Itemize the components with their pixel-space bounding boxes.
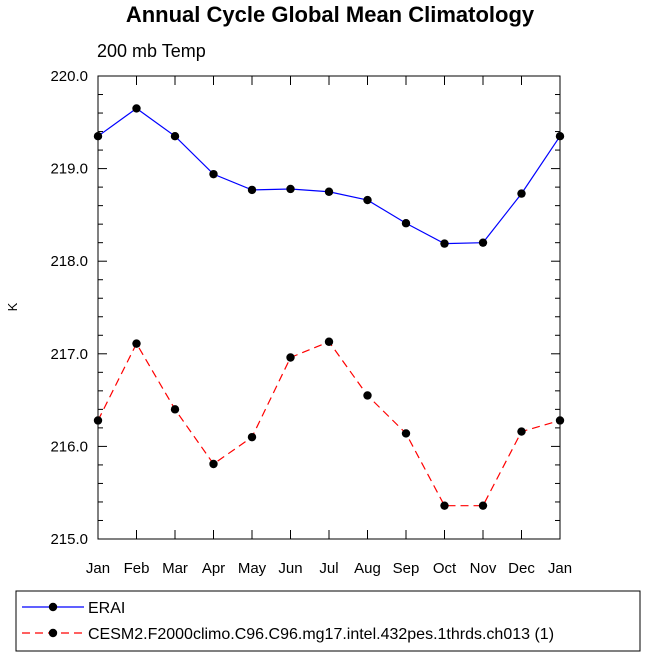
series-0-point xyxy=(478,238,488,247)
y-tick-label: 220.0 xyxy=(50,68,88,85)
series-1-point xyxy=(324,337,334,346)
legend-label-0: ERAI xyxy=(88,600,125,617)
x-tick-label: Aug xyxy=(354,560,381,577)
series-0-point xyxy=(209,169,218,179)
series-1-point xyxy=(363,391,372,400)
x-tick-label: Jul xyxy=(319,560,338,577)
series-line-0 xyxy=(97,107,561,245)
x-tick-label: Apr xyxy=(202,560,225,577)
x-tick-label: Mar xyxy=(162,560,188,577)
series-1-point xyxy=(93,416,103,425)
series-1-point xyxy=(517,427,526,436)
y-tick-label: 216.0 xyxy=(50,438,88,455)
series-1-point xyxy=(401,429,411,438)
series-0-point xyxy=(401,219,411,228)
series-1-point xyxy=(209,459,218,469)
x-tick-label: Sep xyxy=(393,560,420,577)
series-0-point xyxy=(132,104,141,113)
y-tick-label: 217.0 xyxy=(50,346,88,363)
x-tick-label: Jun xyxy=(278,560,302,577)
y-tick-label: 215.0 xyxy=(50,531,88,548)
series-0-point xyxy=(363,195,372,205)
chart-subtitle: 200 mb Temp xyxy=(97,41,206,61)
series-line-1 xyxy=(97,341,561,507)
series-1-point xyxy=(440,501,449,510)
legend-label-1: CESM2.F2000climo.C96.C96.mg17.intel.432p… xyxy=(88,626,554,643)
series-0-point xyxy=(440,239,449,248)
series-1-point xyxy=(132,339,141,348)
series-1-point xyxy=(170,405,180,414)
y-tick-label: 218.0 xyxy=(50,253,88,270)
series-0-point xyxy=(93,131,103,141)
series-0-point xyxy=(286,184,295,194)
x-tick-label: May xyxy=(238,560,267,577)
x-tick-label: Jan xyxy=(86,560,110,577)
x-tick-label: Feb xyxy=(124,560,150,577)
series-0-point xyxy=(517,189,526,198)
x-tick-label: Oct xyxy=(433,560,457,577)
series-0-point xyxy=(247,185,257,195)
series-1-point xyxy=(286,353,295,362)
legend-box xyxy=(15,590,641,652)
chart-title: Annual Cycle Global Mean Climatology xyxy=(126,2,535,27)
series-0-point xyxy=(324,187,334,196)
x-tick-label: Nov xyxy=(470,560,497,577)
x-tick-label: Dec xyxy=(508,560,535,577)
legend-marker-0 xyxy=(48,602,58,612)
y-axis-label: K xyxy=(5,302,20,311)
series-layer xyxy=(93,104,565,510)
plot-frame xyxy=(97,75,561,540)
series-1-point xyxy=(247,432,257,442)
legend: ERAI CESM2.F2000climo.C96.C96.mg17.intel.… xyxy=(22,600,554,643)
legend-marker-1 xyxy=(48,628,58,638)
series-0-point xyxy=(555,131,565,141)
series-0-point xyxy=(170,131,180,141)
x-tick-label: Jan xyxy=(548,560,572,577)
axis-ticks: Jan Feb Mar Apr May Jun Jul Aug Sep Oct Nov Dec Jan 2… xyxy=(50,68,572,577)
series-1-point xyxy=(555,416,565,425)
series-1-point xyxy=(478,501,488,510)
y-tick-label: 219.0 xyxy=(50,161,88,178)
